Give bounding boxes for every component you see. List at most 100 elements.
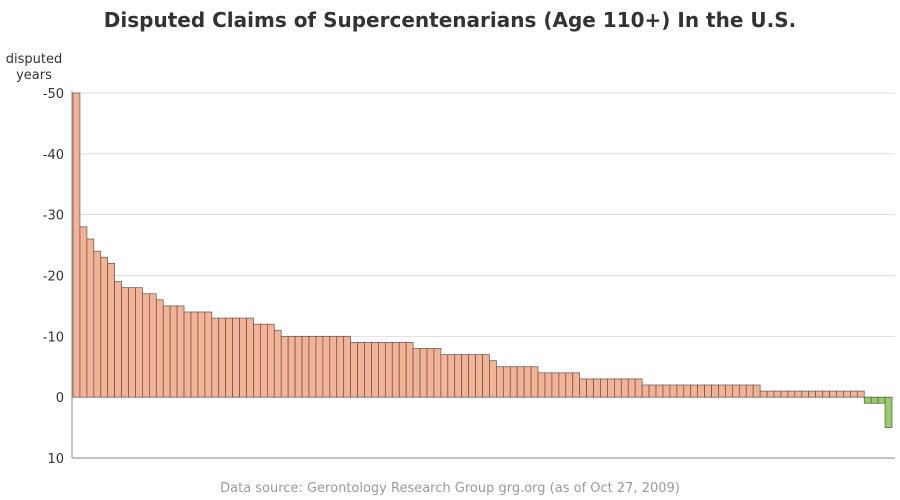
bar <box>572 372 581 398</box>
bar <box>190 311 199 398</box>
bar <box>398 342 407 398</box>
bar <box>620 378 629 398</box>
y-tick-label: -40 <box>43 148 64 163</box>
bar <box>378 342 386 398</box>
bar <box>870 396 879 404</box>
bar <box>627 378 636 398</box>
bar <box>787 390 796 398</box>
bar <box>565 372 574 398</box>
bar <box>260 323 268 398</box>
bar <box>364 342 372 398</box>
bar <box>718 384 726 398</box>
bar <box>482 354 490 398</box>
bar <box>780 390 789 398</box>
bar <box>662 384 671 398</box>
bar <box>815 390 823 398</box>
bar <box>426 348 435 398</box>
bar <box>461 354 469 398</box>
bar <box>579 378 587 398</box>
bar <box>690 384 699 398</box>
bar <box>204 311 213 398</box>
bar <box>884 396 893 428</box>
bar <box>294 335 303 398</box>
y-tick-label: 10 <box>47 452 64 467</box>
bar <box>509 366 518 398</box>
bar <box>454 354 463 398</box>
bar <box>850 390 858 398</box>
bar <box>801 390 810 398</box>
bar <box>745 384 754 398</box>
bar <box>725 384 733 398</box>
bar <box>121 287 129 398</box>
bar <box>766 390 775 398</box>
bar <box>468 354 476 398</box>
bar <box>544 372 553 398</box>
bar <box>829 390 837 398</box>
bar <box>502 366 511 398</box>
bar <box>537 372 546 398</box>
bar <box>218 317 227 398</box>
y-tick-label: -20 <box>43 270 64 285</box>
data-source-note: Data source: Gerontology Research Group … <box>220 481 680 496</box>
bar <box>447 354 456 398</box>
y-axis-label-line-1: disputed <box>5 52 63 67</box>
bar <box>433 348 442 398</box>
bar <box>239 317 247 398</box>
bar <box>371 342 379 398</box>
bar <box>308 335 317 398</box>
chart-title: Disputed Claims of Supercentenarians (Ag… <box>103 8 797 32</box>
bar <box>641 384 650 398</box>
bar <box>697 384 705 398</box>
bar <box>440 354 449 398</box>
bar <box>655 384 664 398</box>
bar <box>669 384 678 398</box>
bar <box>253 323 261 398</box>
bar <box>176 305 185 398</box>
bar <box>683 384 692 398</box>
bar <box>273 329 282 398</box>
bar <box>634 378 643 398</box>
bar <box>419 348 428 398</box>
bar <box>336 335 345 398</box>
bar <box>711 384 719 398</box>
bar <box>759 390 768 398</box>
bar <box>357 342 365 398</box>
y-tick-label: -50 <box>43 87 64 102</box>
bar <box>738 384 747 398</box>
bar <box>183 311 192 398</box>
bar <box>287 335 296 398</box>
bar <box>704 384 712 398</box>
bar <box>863 396 872 404</box>
bar <box>162 305 171 398</box>
bar <box>614 378 622 398</box>
bar <box>856 390 865 398</box>
bar <box>301 335 310 398</box>
bar <box>350 342 358 398</box>
bar <box>412 348 421 398</box>
bar <box>149 293 157 398</box>
bar <box>266 323 275 398</box>
bar <box>732 384 740 398</box>
bar <box>100 256 109 398</box>
bar <box>822 390 830 398</box>
bar <box>773 390 782 398</box>
bars <box>72 92 893 428</box>
bar <box>586 378 594 398</box>
bar <box>72 92 81 398</box>
y-axis-label: disputed years <box>2 52 66 84</box>
bar <box>329 335 338 398</box>
y-tick-label: -10 <box>43 330 64 345</box>
bar <box>496 366 504 398</box>
bar <box>142 293 150 398</box>
bar <box>280 335 289 398</box>
y-axis-label-line-2: years <box>16 68 52 83</box>
bar <box>489 360 497 398</box>
bar <box>752 384 761 398</box>
bar <box>530 366 539 398</box>
axes <box>71 91 895 459</box>
bar <box>225 317 233 398</box>
bar <box>808 390 817 398</box>
bar <box>558 372 567 398</box>
bar <box>593 378 601 398</box>
